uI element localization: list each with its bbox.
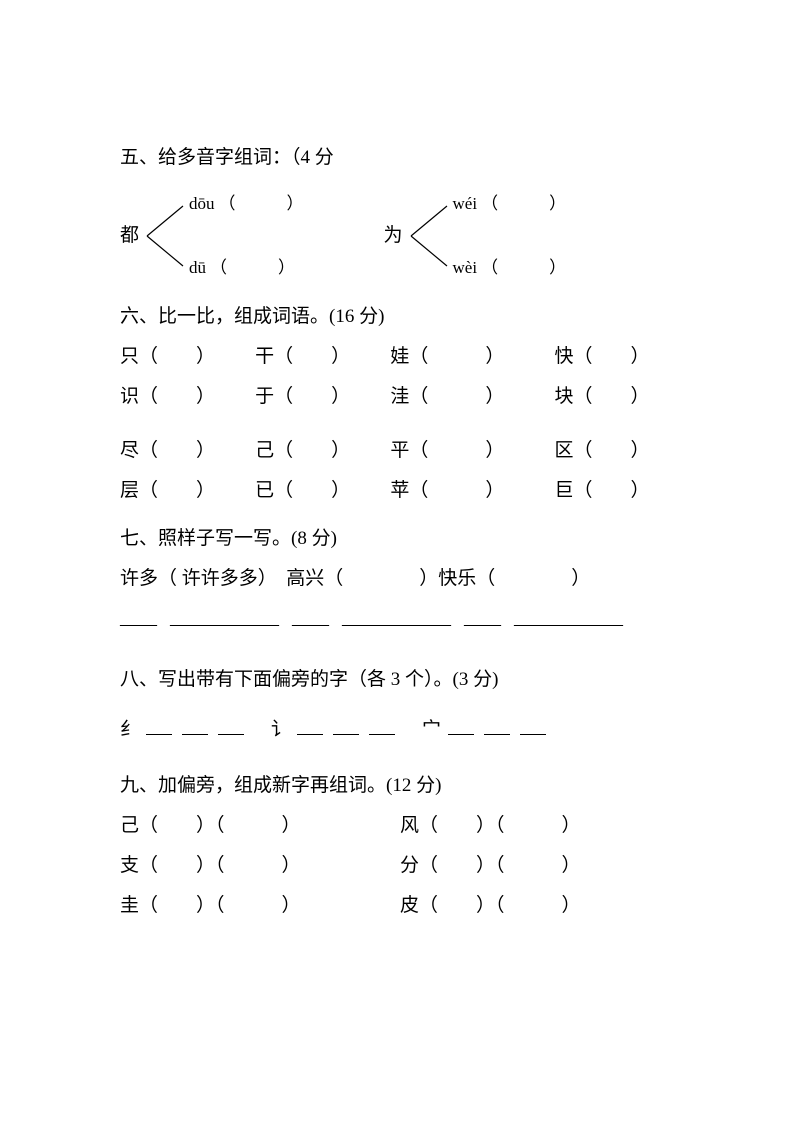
compare-item: 已（ ） <box>255 471 390 511</box>
compare-item: 层（ ） <box>120 471 255 511</box>
underline-blank <box>448 716 474 735</box>
poly-char: 为 <box>384 216 403 256</box>
underline-blank <box>218 716 244 735</box>
dash-group: —— <box>464 605 500 645</box>
compare-item: 快（ ） <box>554 337 680 377</box>
underline-blank <box>333 716 359 735</box>
pinyin: dōu <box>189 186 215 222</box>
compare-item: 干（ ） <box>255 337 390 377</box>
compare-row: 尽（ ）己（ ）平（ ）区（ ） <box>120 431 680 471</box>
pinyin: wéi <box>453 186 478 222</box>
compare-item: 区（ ） <box>554 431 680 471</box>
compare-item: 识（ ） <box>120 377 255 417</box>
radical-char: 讠 <box>271 710 290 750</box>
compare-item: 平（ ） <box>390 431 554 471</box>
add-radical-row: 圭（ ）（ ）皮（ ）（ ） <box>120 886 680 926</box>
gap-row <box>120 417 680 431</box>
compare-item: 洼（ ） <box>390 377 554 417</box>
poly-branch: dōu （ ） dū （ ） <box>189 186 304 285</box>
section8-radicals: 纟讠宀 <box>120 710 680 750</box>
radical-item: 纟 <box>120 710 247 750</box>
poly-branch: wéi （ ） wèi （ ） <box>453 186 567 285</box>
add-item: 皮（ ）（ ） <box>400 886 670 926</box>
add-item: 分（ ）（ ） <box>400 846 670 886</box>
add-item: 己（ ）（ ） <box>120 806 390 846</box>
compare-item: 苹（ ） <box>390 471 554 511</box>
radical-char: 宀 <box>422 710 441 750</box>
compare-item: 尽（ ） <box>120 431 255 471</box>
poly-group-wei: 为 wéi （ ） wèi （ ） <box>384 186 567 285</box>
underline-blank <box>520 716 546 735</box>
dash-group: —————— <box>514 605 622 645</box>
branch-icon <box>145 201 185 271</box>
compare-row: 识（ ）于（ ）洼（ ）块（ ） <box>120 377 680 417</box>
section6-rows: 只（ ）干（ ）娃（ ）快（ ）识（ ）于（ ）洼（ ）块（ ）尽（ ）己（ ）… <box>120 337 680 511</box>
add-radical-row: 支（ ）（ ）分（ ）（ ） <box>120 846 680 886</box>
add-item: 支（ ）（ ） <box>120 846 390 886</box>
radical-item: 讠 <box>271 710 398 750</box>
branch-icon <box>409 201 449 271</box>
dash-group: —— <box>292 605 328 645</box>
section5-content: 都 dōu （ ） dū （ ） 为 wéi （ ） wèi <box>120 186 680 285</box>
compare-item: 巨（ ） <box>554 471 680 511</box>
compare-item: 块（ ） <box>554 377 680 417</box>
section8-title: 八、写出带有下面偏旁的字（各 3 个）。(3 分) <box>120 660 680 700</box>
add-item: 圭（ ）（ ） <box>120 886 390 926</box>
poly-bot: wèi （ ） <box>453 250 567 286</box>
underline-blank <box>297 716 323 735</box>
compare-item: 只（ ） <box>120 337 255 377</box>
section9-rows: 己（ ）（ ）风（ ）（ ）支（ ）（ ）分（ ）（ ）圭（ ）（ ）皮（ ）（… <box>120 806 680 926</box>
add-radical-row: 己（ ）（ ）风（ ）（ ） <box>120 806 680 846</box>
blank: （ ） <box>481 250 566 286</box>
compare-item: 娃（ ） <box>390 337 554 377</box>
poly-top: wéi （ ） <box>453 186 567 222</box>
add-item: 风（ ）（ ） <box>400 806 670 846</box>
underline-blank <box>182 716 208 735</box>
radical-item: 宀 <box>422 710 549 750</box>
blank: （ ） <box>219 186 304 222</box>
blank: （ ） <box>481 186 566 222</box>
dash-group: —————— <box>170 605 278 645</box>
section9-title: 九、加偏旁，组成新字再组词。(12 分) <box>120 766 680 806</box>
blank: （ ） <box>210 250 295 286</box>
section7-dashes: ———————————————————————— <box>120 605 680 645</box>
compare-row: 只（ ）干（ ）娃（ ）快（ ） <box>120 337 680 377</box>
poly-top: dōu （ ） <box>189 186 304 222</box>
section7-example: 许多（ 许许多多） 高兴（ ）快乐（ ） <box>120 559 680 599</box>
section7-title: 七、照样子写一写。(8 分) <box>120 519 680 559</box>
compare-item: 于（ ） <box>255 377 390 417</box>
compare-row: 层（ ）已（ ）苹（ ）巨（ ） <box>120 471 680 511</box>
underline-blank <box>369 716 395 735</box>
poly-bot: dū （ ） <box>189 250 304 286</box>
pinyin: wèi <box>453 250 478 286</box>
section6-title: 六、比一比，组成词语。(16 分) <box>120 297 680 337</box>
pinyin: dū <box>189 250 206 286</box>
poly-char: 都 <box>120 216 139 256</box>
section5-title: 五、给多音字组词：（4 分 <box>120 138 680 178</box>
underline-blank <box>146 716 172 735</box>
dash-group: —————— <box>342 605 450 645</box>
dash-group: —— <box>120 605 156 645</box>
underline-blank <box>484 716 510 735</box>
compare-item: 己（ ） <box>255 431 390 471</box>
radical-char: 纟 <box>120 710 139 750</box>
poly-group-du: 都 dōu （ ） dū （ ） <box>120 186 304 285</box>
